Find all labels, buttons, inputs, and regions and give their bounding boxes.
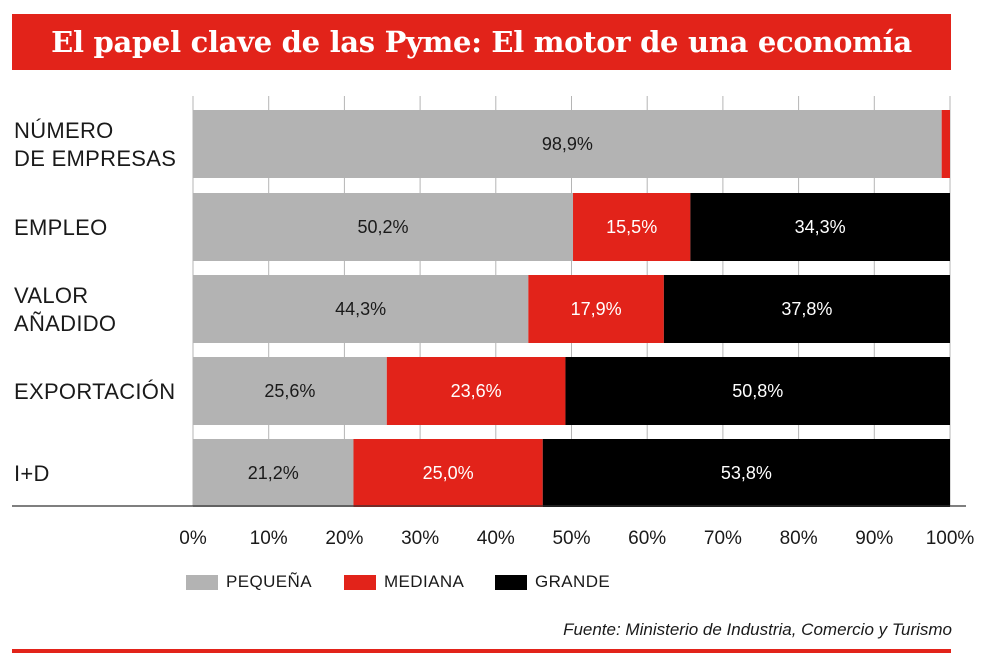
category-label: AÑADIDO — [14, 311, 116, 336]
category-label: EXPORTACIÓN — [14, 379, 175, 404]
legend-label-mediana: MEDIANA — [384, 572, 465, 591]
bar-segment-pequena — [193, 275, 529, 343]
legend-swatch-pequena — [186, 574, 218, 590]
x-tick-label: 80% — [780, 528, 818, 549]
source-note: Fuente: Ministerio de Industria, Comerci… — [563, 620, 952, 639]
bar-segment-mediana — [573, 193, 691, 261]
x-tick-label: 20% — [325, 528, 363, 549]
bottom-rule — [12, 649, 951, 653]
data-label-pequena: 44,3% — [335, 299, 386, 319]
data-label-pequena: 25,6% — [264, 381, 315, 401]
bar-segment-grande — [690, 193, 950, 261]
legend-label-grande: GRANDE — [535, 572, 611, 591]
legend-swatch-mediana — [344, 574, 376, 590]
bar-segment-grande — [542, 439, 950, 507]
bar-segment-grande — [663, 275, 950, 343]
stacked-bar-chart: 0% 10% 20% 30% 40% 50% 60% 70% 80% 90% 100% 98,9% NÚ… — [12, 96, 975, 549]
data-label-pequena: 21,2% — [248, 463, 299, 483]
x-tick-label: 40% — [477, 528, 515, 549]
title-bar: El papel clave de las Pyme: El motor de … — [12, 14, 951, 70]
data-label-grande: 37,8% — [781, 299, 832, 319]
data-label-pequena: 98,9% — [542, 134, 593, 154]
data-label-grande: 53,8% — [721, 463, 772, 483]
category-label: NÚMERO — [14, 118, 114, 143]
legend-item-pequena: PEQUEÑA — [186, 570, 312, 594]
data-label-mediana: 25,0% — [423, 463, 474, 483]
x-tick-label: 100% — [926, 528, 975, 549]
data-label-mediana: 17,9% — [571, 299, 622, 319]
category-label: DE EMPRESAS — [14, 146, 176, 171]
chart-title: El papel clave de las Pyme: El motor de … — [51, 25, 912, 59]
legend-label-pequena: PEQUEÑA — [226, 572, 312, 591]
bar-segment-pequena — [193, 439, 354, 507]
bar-segment-mediana — [386, 357, 566, 425]
legend-swatch-grande — [495, 574, 527, 590]
x-tick-label: 90% — [855, 528, 893, 549]
category-label: I+D — [14, 461, 50, 486]
legend-item-grande: GRANDE — [495, 570, 610, 594]
bar-segment-pequena — [193, 110, 942, 178]
x-tick-label: 50% — [552, 528, 590, 549]
category-label: EMPLEO — [14, 215, 108, 240]
data-label-grande: 34,3% — [795, 217, 846, 237]
category-label: VALOR — [14, 283, 88, 308]
bar-segment-mediana — [528, 275, 664, 343]
x-tick-label: 0% — [179, 528, 207, 549]
data-label-mediana: 23,6% — [451, 381, 502, 401]
x-tick-label: 10% — [250, 528, 288, 549]
data-label-pequena: 50,2% — [357, 217, 408, 237]
bar-segment-mediana — [941, 110, 950, 178]
data-label-mediana: 15,5% — [606, 217, 657, 237]
data-label-grande: 50,8% — [732, 381, 783, 401]
x-tick-label: 70% — [704, 528, 742, 549]
x-tick-label: 30% — [401, 528, 439, 549]
bar-segment-pequena — [193, 193, 574, 261]
legend-item-mediana: MEDIANA — [344, 570, 464, 594]
bar-segment-pequena — [193, 357, 387, 425]
x-tick-label: 60% — [628, 528, 666, 549]
bar-segment-grande — [565, 357, 950, 425]
bar-segment-mediana — [353, 439, 543, 507]
